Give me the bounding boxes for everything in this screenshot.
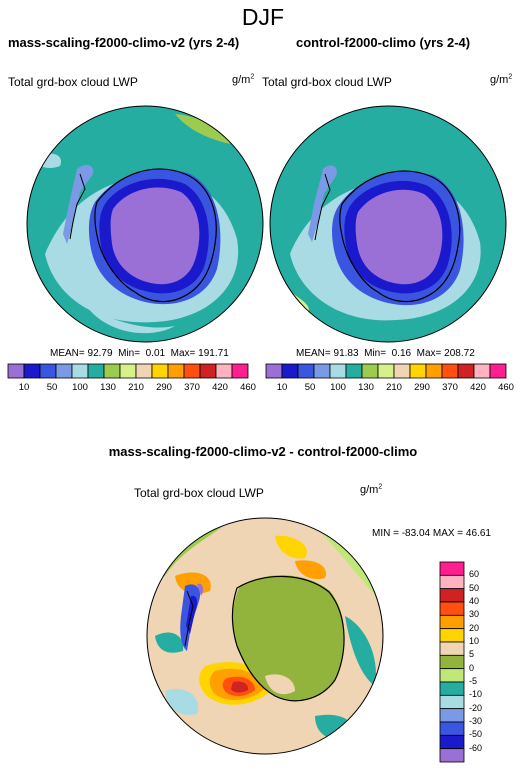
colorbar-swatch bbox=[439, 654, 465, 670]
colorbar-tick-label: 10 bbox=[18, 382, 30, 393]
colorbar-swatch bbox=[473, 363, 491, 379]
colorbar-swatch bbox=[439, 681, 465, 696]
colorbar-swatch bbox=[297, 363, 315, 379]
colorbar-tick-label: 420 bbox=[212, 382, 228, 393]
colorbar-swatch bbox=[439, 748, 465, 763]
colorbar-tick-label: 40 bbox=[469, 596, 480, 606]
colorbar-tick-label: 420 bbox=[470, 382, 486, 393]
colorbar-swatch bbox=[439, 588, 465, 603]
colorbar-swatch bbox=[489, 363, 507, 379]
colorbar-swatch bbox=[439, 601, 465, 616]
colorbar-tick-label: 370 bbox=[184, 382, 200, 393]
colorbar-tick-label: 50 bbox=[46, 382, 58, 393]
colorbar-tick-label: 50 bbox=[469, 582, 480, 593]
colorbar-swatch bbox=[183, 363, 201, 379]
colorbar-tick-label: 5 bbox=[469, 649, 475, 660]
panel-title-right: control-f2000-climo (yrs 2-4) bbox=[296, 35, 471, 50]
colorbar-swatch bbox=[439, 574, 465, 590]
colorbar-tick-label: 210 bbox=[128, 382, 144, 393]
colorbar-swatch bbox=[377, 363, 395, 379]
colorbar-swatch bbox=[439, 734, 465, 750]
colorbar-tick-label: 60 bbox=[469, 569, 480, 580]
colorbar-swatch bbox=[361, 363, 379, 379]
colorbar-swatch bbox=[439, 668, 465, 683]
colorbar-swatch bbox=[71, 363, 89, 379]
map-right bbox=[269, 105, 507, 343]
colorbar-swatch bbox=[281, 363, 299, 379]
colorbar-swatch bbox=[313, 363, 331, 379]
colorbar-swatch bbox=[439, 641, 465, 656]
colorbar-swatch bbox=[151, 363, 169, 379]
colorbar-tick-label: 30 bbox=[469, 609, 480, 620]
diff-field-label: Total grd-box cloud LWP bbox=[134, 486, 264, 500]
colorbar-tick-label: -5 bbox=[469, 676, 478, 686]
units-right: g/m2 bbox=[490, 73, 513, 86]
colorbar-tick-label: 460 bbox=[498, 382, 514, 393]
colorbar-swatch bbox=[329, 363, 347, 379]
colorbar-tick-label: 130 bbox=[358, 382, 374, 393]
colorbar-tick-label: -30 bbox=[469, 716, 483, 726]
colorbar-swatch bbox=[231, 363, 249, 379]
colorbar-tick-label: -50 bbox=[469, 729, 483, 740]
colorbar-swatch bbox=[39, 363, 57, 379]
colorbar-tick-label: 10 bbox=[276, 382, 288, 393]
colorbar-tick-label: 10 bbox=[469, 636, 480, 646]
colorbar-swatch bbox=[441, 363, 459, 379]
map-diff bbox=[146, 517, 384, 755]
colorbar-swatch bbox=[439, 614, 465, 630]
colorbar-swatch bbox=[87, 363, 105, 379]
colorbar-swatch bbox=[439, 721, 465, 736]
colorbar-tick-label: 100 bbox=[72, 382, 88, 393]
colorbar-swatch bbox=[409, 363, 427, 379]
diff-units: g/m2 bbox=[360, 483, 383, 496]
colorbar-tick-label: 20 bbox=[469, 622, 480, 633]
colorbar-swatch bbox=[135, 363, 153, 379]
diff-minmax: MIN = -83.04 MAX = 46.61 bbox=[372, 528, 491, 539]
colorbar-swatch bbox=[457, 363, 475, 379]
colorbar-tick-label: 130 bbox=[100, 382, 116, 393]
colorbar-right bbox=[265, 363, 507, 379]
colorbar-tick-label: 370 bbox=[442, 382, 458, 393]
colorbar-swatch bbox=[393, 363, 411, 379]
colorbar-tick-label: 0 bbox=[469, 662, 475, 673]
colorbar-swatch bbox=[439, 708, 465, 723]
panel-title-left: mass-scaling-f2000-climo-v2 (yrs 2-4) bbox=[8, 35, 240, 50]
colorbar-swatch bbox=[7, 363, 25, 379]
colorbar-swatch bbox=[345, 363, 363, 379]
colorbar-swatch bbox=[439, 694, 465, 710]
units-left: g/m2 bbox=[232, 73, 255, 86]
diff-title: mass-scaling-f2000-climo-v2 - control-f2… bbox=[108, 444, 418, 459]
colorbar-tick-label: 210 bbox=[386, 382, 402, 393]
colorbar-tick-label: -10 bbox=[469, 689, 483, 700]
colorbar-tick-label: -20 bbox=[469, 702, 483, 713]
colorbar-tick-label: -60 bbox=[469, 742, 483, 753]
colorbar-swatch bbox=[23, 363, 41, 379]
colorbar-swatch bbox=[103, 363, 121, 379]
stats-left: MEAN= 92.79 Min= 0.01 Max= 191.71 bbox=[50, 348, 229, 359]
colorbar-tick-label: 100 bbox=[330, 382, 346, 393]
colorbar-diff bbox=[439, 561, 465, 763]
colorbar-tick-label: 290 bbox=[156, 382, 172, 393]
field-label-left: Total grd-box cloud LWP bbox=[8, 75, 138, 89]
colorbar-swatch bbox=[167, 363, 185, 379]
colorbar-swatch bbox=[119, 363, 137, 379]
colorbar-tick-label: 50 bbox=[304, 382, 316, 393]
colorbar-swatch bbox=[425, 363, 443, 379]
colorbar-swatch bbox=[439, 628, 465, 643]
map-left bbox=[26, 105, 264, 343]
colorbar-swatch bbox=[265, 363, 283, 379]
colorbar-tick-label: 290 bbox=[414, 382, 430, 393]
main-title: DJF bbox=[241, 4, 285, 30]
colorbar-swatch bbox=[199, 363, 217, 379]
stats-right: MEAN= 91.83 Min= 0.16 Max= 208.72 bbox=[296, 348, 475, 359]
colorbar-swatch bbox=[215, 363, 233, 379]
colorbar-swatch bbox=[55, 363, 73, 379]
colorbar-left bbox=[7, 363, 249, 379]
colorbar-swatch bbox=[439, 561, 465, 576]
colorbar-tick-label: 460 bbox=[240, 382, 256, 393]
field-label-right: Total grd-box cloud LWP bbox=[262, 75, 392, 89]
